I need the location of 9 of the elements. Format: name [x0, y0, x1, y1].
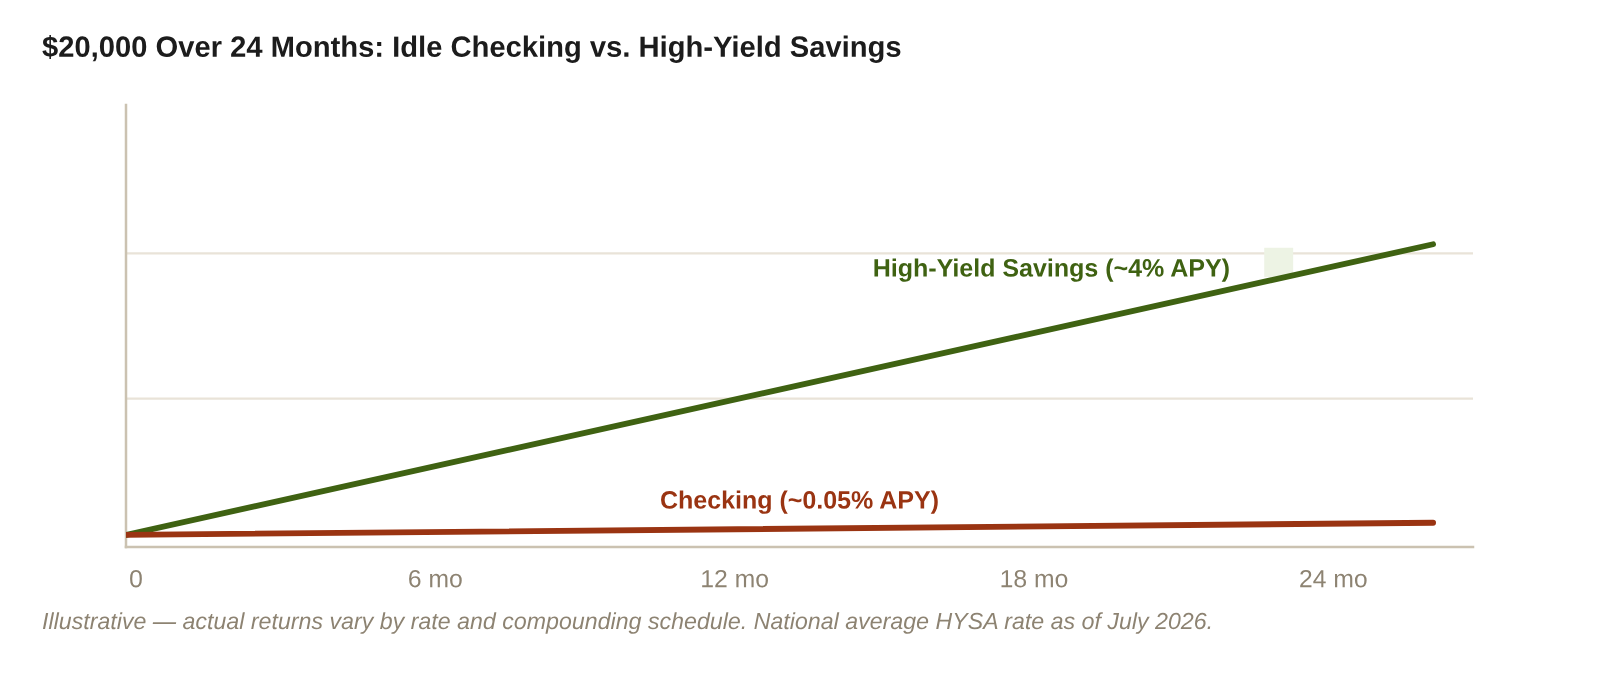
series-label: High-Yield Savings (~4% APY) — [874, 258, 1229, 282]
x-tick-label: 0 — [130, 569, 142, 588]
chart-title: $20,000 Over 24 Months: Idle Checking vs. High-Yield Savings — [42, 35, 901, 63]
x-tick-label: 24 mo — [1300, 569, 1367, 588]
text: Illustrative — actual returns vary by rate and compounding schedule. National average HYSA rate as of July 2026. — [42, 612, 1211, 634]
x-tick-label: 12 mo — [702, 569, 768, 588]
x-tick-label: 18 mo — [1001, 569, 1068, 588]
series-label: Checking (~0.05% APY) — [661, 490, 938, 514]
x-tick-label: 6 mo — [409, 569, 462, 588]
